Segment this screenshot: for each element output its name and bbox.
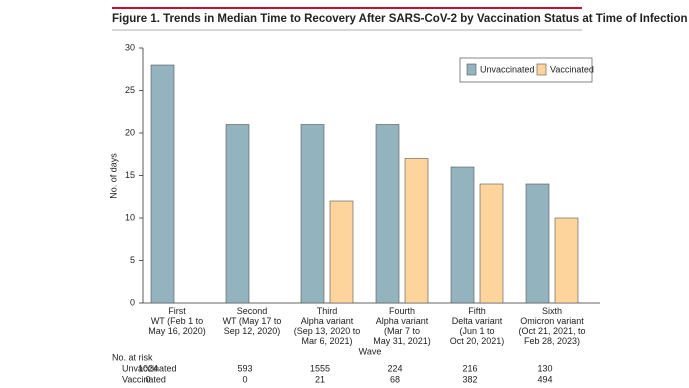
bar: [375, 124, 400, 304]
at-risk-value: 1024: [138, 363, 158, 373]
x-tick-label-line: (Sep 13, 2020 to: [294, 326, 361, 336]
x-tick-label-line: WT (May 17 to: [223, 316, 282, 326]
at-risk-value: 593: [237, 363, 252, 373]
at-risk-title: No. at risk: [112, 352, 153, 362]
x-tick-label-line: (Oct 21, 2021, to: [518, 326, 585, 336]
x-tick-label-line: Alpha variant: [376, 316, 429, 326]
x-tick-label-line: Alpha variant: [301, 316, 354, 326]
bar: [525, 183, 550, 304]
legend-swatch: [466, 63, 477, 76]
at-risk-value: 382: [462, 374, 477, 384]
x-tick-label-line: (Jun 1 to: [459, 326, 494, 336]
legend-swatch: [536, 63, 547, 76]
at-risk-row-label: Vaccinated: [122, 374, 166, 384]
x-tick-label-line: Second: [237, 306, 268, 316]
x-tick-label-line: Sixth: [542, 306, 562, 316]
at-risk-value: 68: [390, 374, 400, 384]
x-tick-label-line: WT (Feb 1 to: [151, 316, 203, 326]
y-axis-label: No. of days: [108, 153, 118, 199]
x-tick-label-line: Delta variant: [452, 316, 503, 326]
x-tick-label: Fourth Alpha variant (Mar 7 to May 31, 2021…: [373, 306, 431, 346]
y-tick-label: 15: [125, 170, 135, 180]
bar: [329, 200, 354, 304]
at-risk-value: 21: [315, 374, 325, 384]
x-tick-label-line: First: [168, 306, 186, 316]
x-tick-label-line: Feb 28, 2023): [524, 336, 580, 346]
x-tick-label-line: May 31, 2021): [373, 336, 431, 346]
x-tick-label: Third Alpha variant (Sep 13, 2020 to Mar 6,…: [294, 306, 361, 346]
x-tick-label-line: Fourth: [389, 306, 415, 316]
x-tick-label-line: Sep 12, 2020): [224, 326, 281, 336]
y-tick-label: 0: [130, 297, 135, 307]
x-tick-label: Second WT (May 17 to Sep 12, 2020): [223, 306, 282, 336]
at-risk-value: 224: [387, 363, 402, 373]
x-tick-label-line: (Mar 7 to: [384, 326, 420, 336]
bar: [479, 183, 504, 304]
bar: [150, 64, 175, 304]
at-risk-value: 494: [537, 374, 552, 384]
at-risk-value: 0: [242, 374, 247, 384]
y-tick-label: 5: [130, 255, 135, 265]
x-tick-label: Fifth Delta variant (Jun 1 to Oct 20, 2021): [450, 306, 505, 346]
at-risk-value: 130: [537, 363, 552, 373]
x-tick-label: First WT (Feb 1 to May 16, 2020): [148, 306, 206, 336]
at-risk-value: 1555: [310, 363, 330, 373]
bar: [404, 158, 429, 304]
x-tick-label: Sixth Omicron variant (Oct 21, 2021, to Feb…: [518, 306, 585, 346]
bar: [225, 124, 250, 304]
y-tick-label: 25: [125, 85, 135, 95]
at-risk-value: 216: [462, 363, 477, 373]
bar: [300, 124, 325, 304]
x-tick-label-line: Mar 6, 2021): [301, 336, 352, 346]
legend-label: Vaccinated: [550, 64, 594, 74]
x-tick-label-line: Oct 20, 2021): [450, 336, 505, 346]
x-tick-label-line: May 16, 2020): [148, 326, 206, 336]
y-tick-label: 20: [125, 127, 135, 137]
legend-box: [459, 57, 593, 83]
bar: [554, 217, 579, 304]
x-tick-label-line: Fifth: [468, 306, 486, 316]
x-axis-label: Wave: [359, 346, 382, 356]
chart-title: Figure 1. Trends in Median Time to Recov…: [112, 13, 688, 25]
bar: [450, 166, 475, 304]
at-risk-value: 0: [145, 374, 150, 384]
y-tick-label: 10: [125, 212, 135, 222]
x-tick-label-line: Third: [317, 306, 338, 316]
x-tick-label-line: Omicron variant: [520, 316, 584, 326]
legend-label: Unvaccinated: [480, 64, 535, 74]
at-risk-row-label: Unvaccinated: [122, 363, 177, 373]
y-tick-label: 30: [125, 42, 135, 52]
